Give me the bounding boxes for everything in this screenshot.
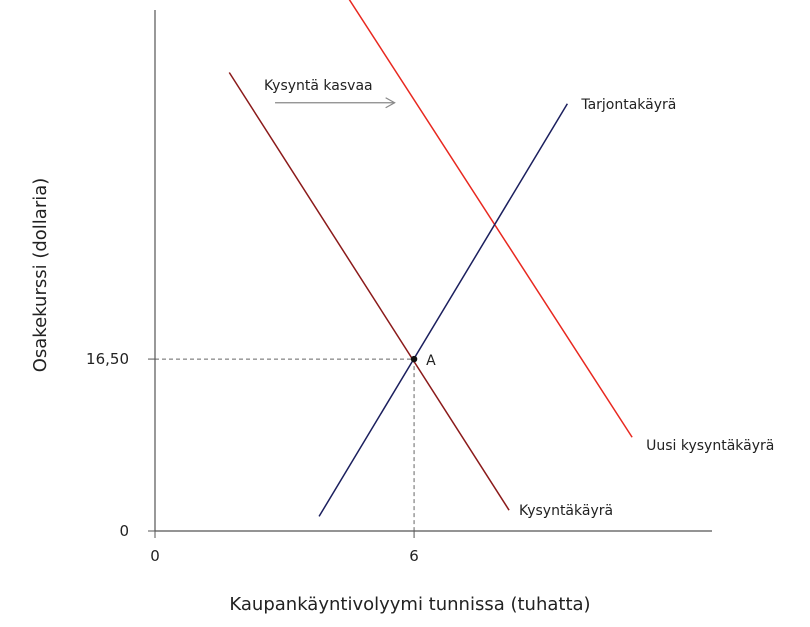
x-axis-title: Kaupankäyntivolyymi tunnissa (tuhatta)	[229, 594, 590, 615]
marks	[275, 97, 418, 363]
axes	[148, 10, 712, 538]
guide-lines	[155, 358, 415, 531]
supply-label: Tarjontakäyrä	[580, 97, 676, 113]
y-tick-label: 0	[119, 522, 129, 540]
x-tick-label: 0	[150, 547, 160, 565]
supply-curve	[318, 103, 568, 517]
labels: 0 6 0 16,50 Kysyntäkäyrä Uusi kysyntäkäyrä Tar…	[30, 78, 774, 615]
equilibrium-label: A	[426, 353, 436, 369]
demand-shift-label: Kysyntä kasvaa	[264, 78, 373, 94]
demand-shift-arrow-head	[385, 97, 396, 109]
new-demand-curve	[348, 0, 633, 438]
x-tick-label: 6	[409, 547, 419, 565]
equilibrium-point	[410, 355, 418, 363]
new-demand-label: Uusi kysyntäkäyrä	[646, 438, 774, 454]
y-tick-label: 16,50	[86, 350, 129, 368]
curves	[228, 0, 633, 517]
y-axis-title: Osakekurssi (dollaria)	[30, 178, 51, 373]
demand-label: Kysyntäkäyrä	[519, 503, 613, 519]
demand-curve	[228, 72, 510, 511]
